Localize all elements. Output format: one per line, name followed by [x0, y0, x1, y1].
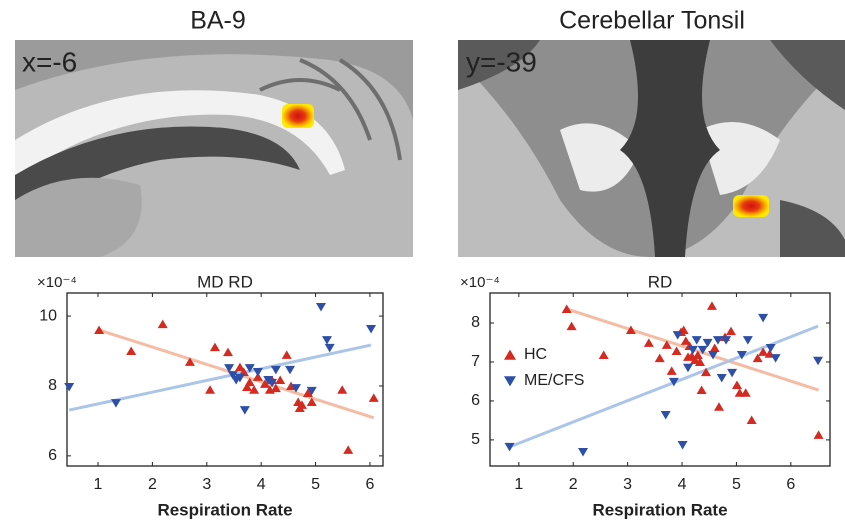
x-tick-label: 6 — [365, 476, 374, 493]
panel-title: Cerebellar Tonsil — [559, 7, 745, 35]
legend-label: ME/CFS — [524, 372, 584, 389]
x-tick-label: 1 — [514, 476, 523, 493]
y-tick-label: 6 — [471, 392, 480, 409]
x-tick-label: 5 — [311, 476, 320, 493]
y-tick-label: 7 — [471, 353, 480, 370]
x-tick-label: 4 — [257, 476, 266, 493]
legend-label: HC — [524, 346, 547, 363]
plot-frame — [67, 293, 383, 466]
slice-coordinate: y=-39 — [466, 46, 537, 77]
chart-title: RD — [648, 272, 673, 291]
y-tick-label: 6 — [48, 447, 57, 464]
y-multiplier: ×10⁻⁴ — [37, 274, 77, 291]
y-tick-label: 10 — [39, 307, 57, 324]
panel-title: BA-9 — [190, 7, 246, 35]
x-tick-label: 2 — [569, 476, 578, 493]
x-tick-label: 4 — [678, 476, 687, 493]
y-tick-label: 5 — [471, 431, 480, 448]
x-axis-label: Respiration Rate — [592, 500, 727, 519]
chart-title: MD RD — [197, 272, 253, 291]
y-tick-label: 8 — [48, 377, 57, 394]
x-axis-label: Respiration Rate — [157, 500, 292, 519]
slice-coordinate: x=-6 — [22, 46, 77, 77]
figure: BA-9 x=-6 Cerebellar Tonsil y=-39 MD RD ×… — [0, 0, 845, 523]
x-tick-label: 6 — [786, 476, 795, 493]
x-tick-label: 2 — [148, 476, 157, 493]
x-tick-label: 3 — [623, 476, 632, 493]
y-multiplier: ×10⁻⁴ — [460, 274, 500, 291]
y-tick-label: 8 — [471, 314, 480, 331]
x-tick-label: 1 — [94, 476, 103, 493]
x-tick-label: 3 — [202, 476, 211, 493]
x-tick-label: 5 — [732, 476, 741, 493]
